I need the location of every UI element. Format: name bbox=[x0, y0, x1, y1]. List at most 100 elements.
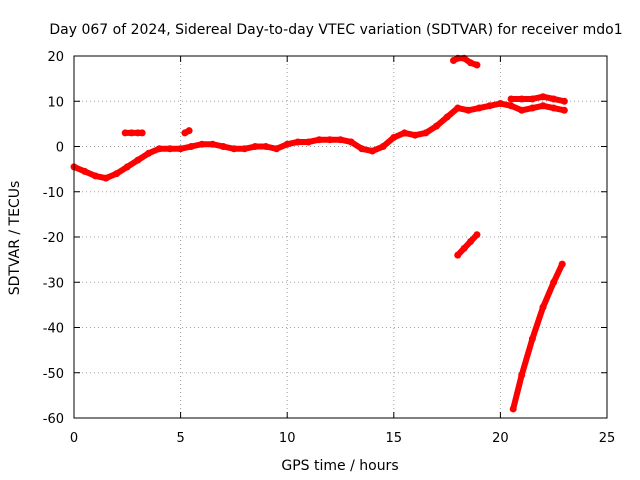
y-axis-label: SDTVAR / TECUs bbox=[7, 181, 23, 296]
data-point bbox=[539, 93, 547, 101]
y-tick-label: -50 bbox=[43, 367, 64, 382]
data-point bbox=[550, 278, 558, 286]
data-point bbox=[467, 238, 475, 246]
data-point bbox=[454, 54, 462, 62]
data-point bbox=[283, 140, 291, 148]
data-point bbox=[390, 133, 398, 141]
series-line bbox=[454, 231, 480, 259]
data-point bbox=[454, 251, 462, 259]
y-tick-label: 10 bbox=[47, 95, 64, 110]
data-point bbox=[539, 102, 547, 110]
data-point bbox=[400, 129, 408, 137]
data-point bbox=[473, 231, 481, 239]
data-point bbox=[198, 140, 206, 148]
data-point bbox=[128, 129, 136, 137]
series-descending-arc-mid bbox=[454, 231, 481, 259]
data-point bbox=[326, 136, 334, 144]
y-tick-label: -30 bbox=[43, 276, 64, 291]
y-tick-label: -20 bbox=[43, 231, 64, 246]
series-short-arc-2 bbox=[181, 127, 193, 137]
data-point bbox=[358, 145, 366, 153]
data-point bbox=[528, 95, 536, 103]
series-steep-arc-late bbox=[509, 260, 566, 413]
data-point bbox=[560, 106, 568, 114]
series-line bbox=[510, 261, 566, 412]
data-point bbox=[294, 138, 302, 146]
data-point bbox=[123, 163, 131, 171]
data-point bbox=[209, 140, 217, 148]
y-tick-label: 0 bbox=[56, 141, 64, 156]
data-point bbox=[166, 145, 174, 153]
data-point bbox=[177, 145, 185, 153]
y-tick-label: -10 bbox=[43, 186, 64, 201]
data-point bbox=[528, 104, 536, 112]
data-point bbox=[467, 59, 475, 67]
data-point bbox=[251, 143, 259, 150]
series-upper-arc-late bbox=[507, 93, 568, 105]
data-point bbox=[134, 156, 142, 164]
data-point bbox=[273, 145, 281, 153]
data-point bbox=[560, 97, 568, 105]
data-point bbox=[337, 136, 344, 144]
y-tick-label: -40 bbox=[43, 322, 64, 337]
x-tick-label: 15 bbox=[386, 431, 403, 446]
data-point bbox=[464, 106, 472, 114]
data-point bbox=[507, 102, 515, 110]
data-point bbox=[145, 149, 153, 157]
data-point bbox=[550, 104, 558, 112]
chart-title: Day 067 of 2024, Sidereal Day-to-day VTE… bbox=[49, 22, 622, 38]
data-point bbox=[138, 129, 146, 137]
y-tick-label: 20 bbox=[47, 50, 64, 65]
data-point bbox=[486, 102, 494, 110]
x-tick-label: 20 bbox=[492, 431, 509, 446]
data-point bbox=[187, 143, 195, 150]
data-point bbox=[411, 131, 419, 139]
y-tick-label: -60 bbox=[43, 412, 64, 427]
x-tick-label: 10 bbox=[279, 431, 296, 446]
data-point bbox=[81, 167, 89, 175]
data-point bbox=[368, 147, 376, 155]
x-tick-label: 5 bbox=[176, 431, 184, 446]
data-point bbox=[241, 145, 249, 153]
data-point bbox=[518, 95, 526, 103]
data-point bbox=[454, 104, 462, 112]
data-point bbox=[518, 371, 526, 379]
data-point bbox=[558, 260, 566, 268]
x-tick-label: 25 bbox=[599, 431, 616, 446]
data-point bbox=[230, 145, 238, 153]
tick-layer: 0 5 10 15 20 25 -60 -50 -40 -30 -20 -10 0 10 20 bbox=[43, 50, 616, 446]
data-point bbox=[475, 104, 483, 112]
data-point bbox=[509, 405, 517, 413]
data-point bbox=[379, 143, 387, 150]
series-short-arc-1 bbox=[121, 129, 146, 137]
data-point bbox=[155, 145, 163, 153]
data-point bbox=[460, 54, 468, 62]
data-point bbox=[518, 106, 526, 114]
data-point bbox=[315, 136, 323, 144]
data-point bbox=[262, 143, 270, 150]
data-point bbox=[347, 138, 355, 146]
data-point bbox=[460, 244, 468, 252]
data-layer bbox=[70, 54, 568, 413]
series-main-trace bbox=[70, 100, 568, 182]
data-point bbox=[305, 138, 313, 146]
data-point bbox=[432, 122, 440, 130]
series-high-arc bbox=[449, 54, 481, 69]
data-point bbox=[121, 129, 129, 137]
data-point bbox=[422, 129, 430, 137]
data-point bbox=[443, 113, 451, 121]
data-point bbox=[539, 303, 547, 311]
data-point bbox=[507, 95, 515, 103]
data-point bbox=[102, 174, 110, 182]
data-point bbox=[550, 95, 558, 103]
data-point bbox=[185, 127, 193, 135]
data-point bbox=[113, 170, 121, 178]
x-axis-label: GPS time / hours bbox=[281, 458, 398, 474]
data-point bbox=[473, 61, 481, 69]
data-point bbox=[91, 172, 99, 180]
data-point bbox=[219, 143, 227, 150]
data-point bbox=[528, 335, 536, 343]
data-point bbox=[496, 100, 504, 108]
x-tick-label: 0 bbox=[70, 431, 78, 446]
